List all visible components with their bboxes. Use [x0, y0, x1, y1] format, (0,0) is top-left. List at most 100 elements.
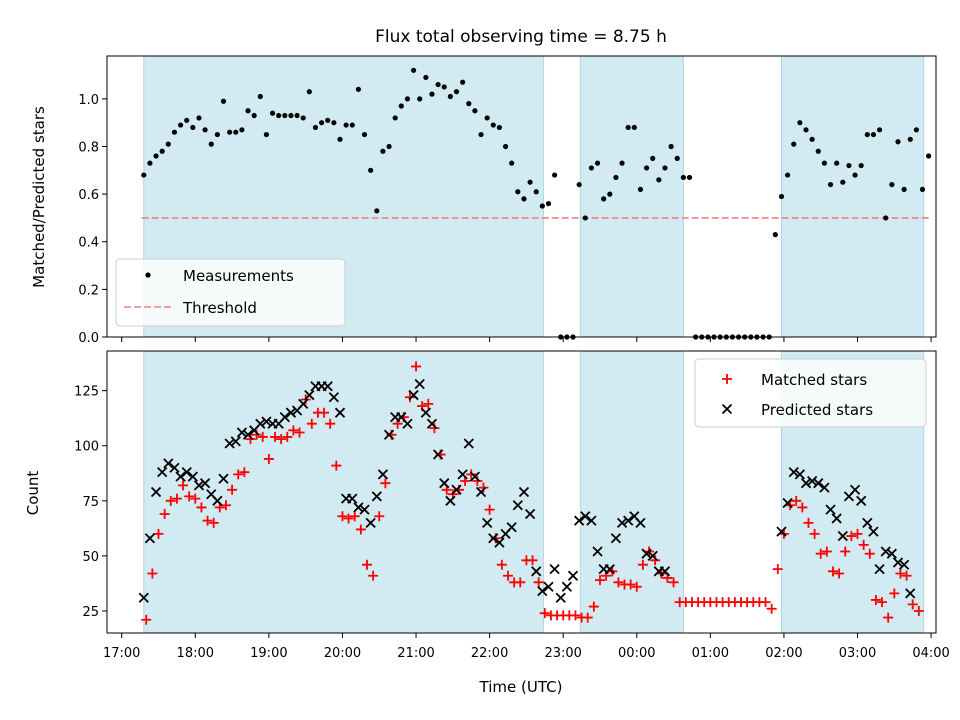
predicted-star-point	[285, 407, 297, 418]
top-panel: 0.0 0.2 0.4 0.6 0.8 1.0 Matched/Predicted sta…	[30, 55, 937, 346]
matched-star-point	[827, 566, 838, 577]
predicted-star-point	[359, 504, 370, 515]
measurement-point	[625, 124, 631, 131]
matched-star-point	[374, 511, 385, 522]
predicted-star-point	[414, 378, 425, 390]
measurement-point	[643, 165, 650, 171]
matched-star-point	[864, 548, 875, 559]
predicted-star-point	[831, 513, 842, 524]
measurement-point	[472, 108, 478, 114]
measurement-point	[294, 112, 300, 119]
matched-star-point	[361, 559, 372, 570]
predicted-star-point	[439, 478, 450, 489]
measurement-point	[496, 124, 503, 131]
matched-star-point	[257, 431, 268, 442]
measurement-point	[809, 136, 815, 142]
predicted-star-point	[905, 588, 916, 599]
matched-star-point	[907, 599, 918, 610]
chart-title: Flux total observing time = 8.75 h	[375, 27, 667, 47]
matched-star-point	[306, 418, 317, 429]
legend-predicted-label: Predicted stars	[761, 401, 873, 419]
predicted-star-point	[328, 392, 340, 403]
measurement-point	[607, 191, 613, 197]
predicted-star-point	[488, 533, 499, 544]
predicted-star-point	[788, 467, 799, 478]
measurement-point	[361, 131, 368, 138]
matched-star-point	[202, 515, 213, 526]
matched-star-point	[594, 575, 605, 586]
measurement-point	[214, 131, 220, 138]
matched-star-point	[227, 484, 238, 495]
matched-star-point	[171, 493, 182, 504]
measurement-point	[594, 160, 601, 166]
measurement-point	[619, 160, 625, 166]
measurement-point	[392, 115, 398, 121]
measurement-point	[141, 172, 147, 178]
measurement-point	[502, 143, 509, 150]
matched-star-point	[858, 539, 869, 550]
measurement-point	[386, 143, 392, 150]
matched-star-point	[570, 610, 581, 621]
measurement-point	[147, 160, 153, 166]
predicted-star-point	[193, 480, 205, 491]
measurement-point	[312, 124, 319, 131]
measurement-point	[815, 148, 821, 154]
predicted-star-point	[825, 504, 836, 515]
matched-star-point	[889, 588, 900, 599]
measurement-point	[220, 98, 227, 104]
x-tick-label: 23:00	[544, 646, 581, 661]
measurement-point	[539, 203, 545, 209]
matched-star-point	[404, 392, 415, 403]
matched-star-point	[466, 469, 477, 480]
observing-window-band-1	[143, 350, 545, 634]
measurement-point	[527, 179, 533, 185]
matched-star-point	[791, 495, 802, 506]
predicted-star-point	[469, 471, 481, 482]
predicted-stars-points	[138, 378, 916, 603]
measurement-point	[251, 112, 257, 119]
bottom-panel: 25 50 75 100 125 17:00 18:00 19:00 20:00 21:00 22:…	[24, 350, 950, 696]
predicted-star-point	[549, 563, 560, 575]
measurement-point	[269, 110, 276, 116]
predicted-star-point	[408, 389, 419, 401]
predicted-star-point	[837, 530, 848, 542]
predicted-star-point	[445, 495, 456, 506]
x-tick-label: 00:00	[618, 646, 655, 661]
measurement-point	[460, 79, 466, 85]
measurement-point	[447, 93, 453, 100]
measurement-point	[515, 189, 521, 195]
predicted-star-point	[580, 511, 591, 522]
matched-star-point	[159, 509, 170, 520]
measurement-point	[834, 160, 840, 166]
predicted-star-point	[255, 418, 266, 429]
predicted-star-point	[623, 515, 634, 526]
observing-window-band-2	[579, 55, 684, 338]
predicted-star-point	[610, 533, 622, 544]
matched-star-point	[533, 577, 544, 588]
matched-star-point	[343, 513, 354, 524]
legend-threshold-label: Threshold	[182, 299, 257, 317]
measurement-point	[907, 136, 913, 142]
measurement-point	[864, 131, 870, 138]
predicted-star-point	[218, 473, 229, 484]
predicted-star-point	[647, 550, 658, 562]
measurement-point	[331, 120, 337, 126]
x-tick-label: 01:00	[692, 646, 729, 661]
x-tick-label: 21:00	[397, 646, 434, 661]
matched-star-point	[141, 614, 152, 625]
predicted-star-point	[800, 478, 812, 489]
bottom-legend: Matched stars Predicted stars	[694, 358, 927, 428]
matched-star-point	[165, 495, 176, 506]
matched-star-point	[539, 608, 550, 619]
matched-star-point	[411, 361, 422, 372]
measurement-point	[686, 174, 693, 181]
matched-star-point	[178, 480, 189, 491]
measurement-point	[521, 196, 527, 202]
measurement-point	[876, 127, 883, 133]
measurement-point	[901, 186, 907, 192]
predicted-star-point	[463, 438, 474, 449]
matched-star-point	[423, 398, 434, 409]
matched-star-point	[147, 568, 158, 579]
matched-star-point	[239, 467, 250, 478]
matched-star-point	[472, 475, 483, 486]
